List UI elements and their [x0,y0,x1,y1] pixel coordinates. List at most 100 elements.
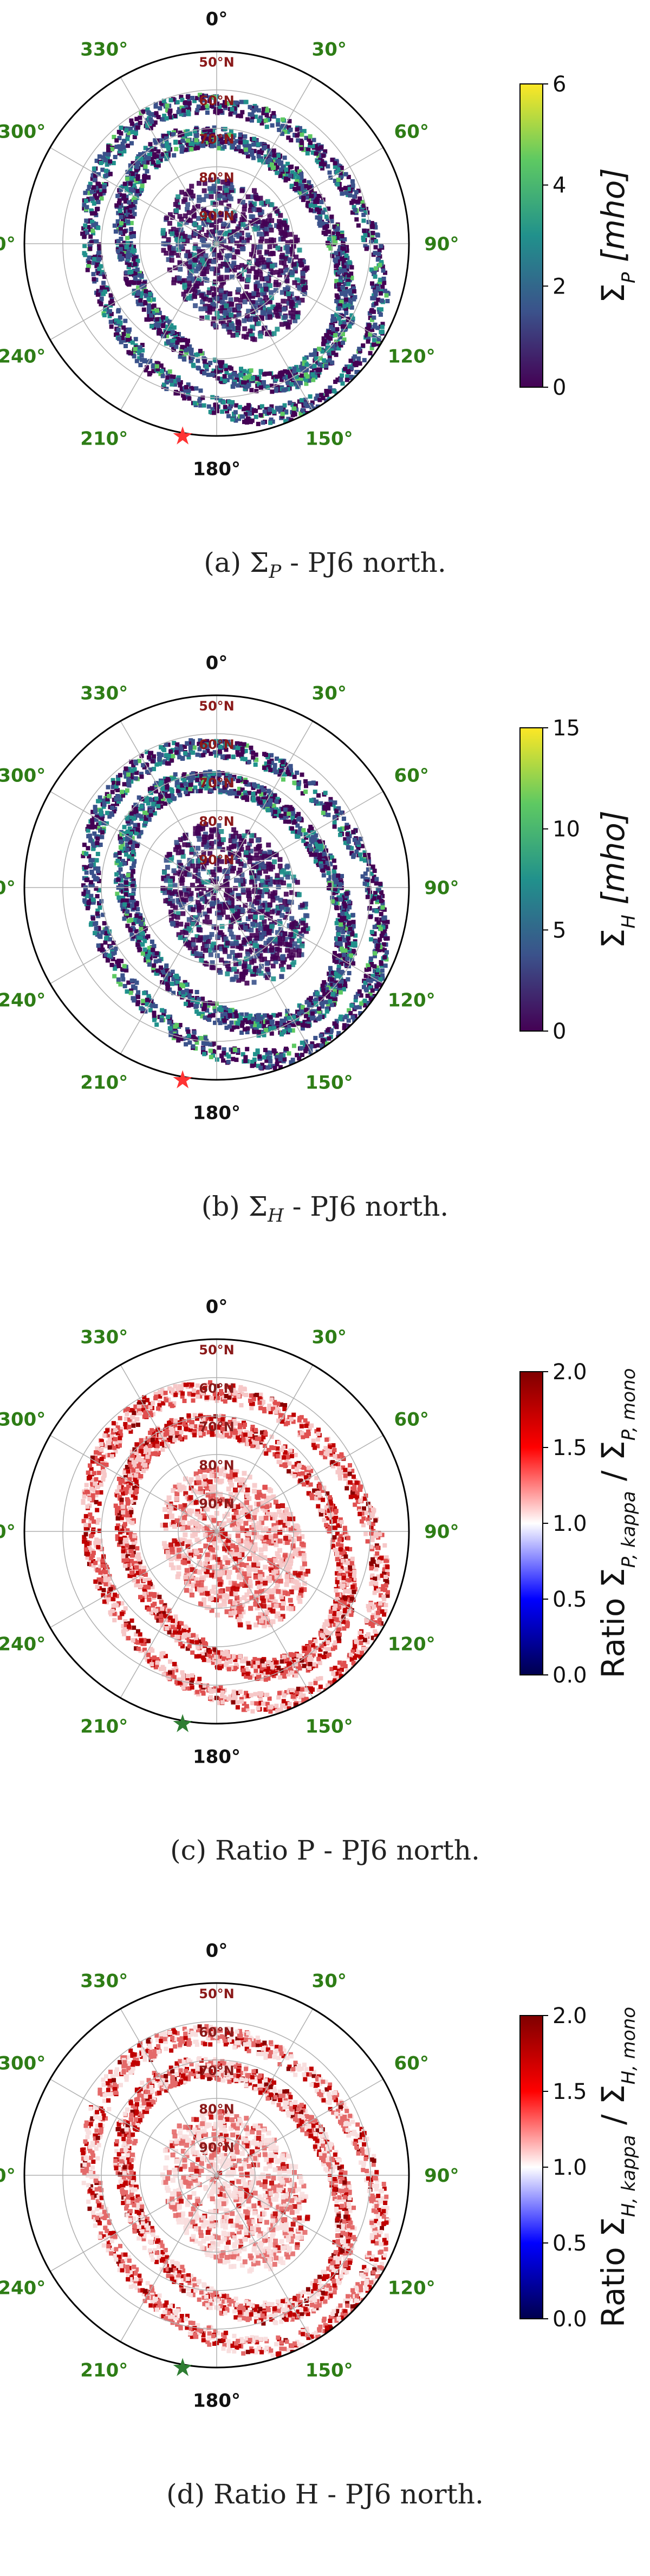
heatmap-cell [330,253,335,258]
heatmap-cell [227,329,232,335]
heatmap-cell [119,212,123,217]
heatmap-cell [232,110,237,115]
heatmap-cell [262,1024,266,1029]
heatmap-cell [301,195,306,200]
heatmap-cell [240,380,245,385]
heatmap-cell [261,110,266,115]
heatmap-cell [245,406,250,411]
heatmap-cell [178,863,183,868]
longitude-label: 120° [388,346,435,368]
heatmap-cell [295,127,300,132]
heatmap-cell [99,196,104,201]
heatmap-cell [318,161,323,166]
heatmap-cell [224,207,229,212]
longitude-label: 0° [206,9,228,30]
heatmap-cell [146,297,151,302]
heatmap-cell [138,298,143,303]
heatmap-cell [172,338,177,343]
heatmap-cell [193,131,198,136]
heatmap-cell [176,336,180,341]
heatmap-cell [212,125,217,130]
heatmap-cell [188,359,193,364]
heatmap-cell [136,834,141,839]
heatmap-cell [200,299,205,304]
heatmap-cell [313,370,317,375]
heatmap-cell [277,921,283,927]
heatmap-cell [265,385,270,390]
heatmap-cell [337,918,342,923]
heatmap-cell [115,219,120,224]
heatmap-cell [167,319,172,324]
heatmap-cell [231,260,237,266]
heatmap-cell [179,387,184,392]
heatmap-cell [352,383,357,388]
heatmap-cell [205,140,210,145]
heatmap-cell [153,104,158,109]
heatmap-cell [253,300,258,305]
heatmap-cell [144,935,148,940]
heatmap-cell [259,963,264,969]
heatmap-cell [179,881,185,886]
heatmap-cell [258,926,263,931]
heatmap-cell [175,340,180,345]
heatmap-cell [319,393,324,397]
heatmap-cell [200,395,205,400]
heatmap-cell [346,282,351,286]
heatmap-cell [280,132,284,136]
heatmap-cell [327,330,332,335]
heatmap-cell [373,222,378,227]
heatmap-cell [213,827,218,832]
heatmap-cell [335,263,340,268]
heatmap-cell [363,210,368,215]
heatmap-cell [376,339,381,344]
heatmap-cell [170,215,176,220]
heatmap-cell [313,837,317,842]
heatmap-cell [195,830,200,835]
heatmap-cell [302,361,307,366]
heatmap-cell [94,159,99,163]
heatmap-cell [164,330,169,335]
heatmap-cell [283,419,288,423]
heatmap-cell [118,208,122,213]
heatmap-cell [193,243,198,248]
heatmap-cell [252,918,258,923]
heatmap-cell [133,255,138,260]
heatmap-cell [172,883,178,888]
heatmap-cell [132,810,136,814]
heatmap-cell [352,289,356,294]
heatmap-cell [213,109,218,114]
heatmap-cell [221,279,226,285]
heatmap-cell [225,896,230,901]
heatmap-cell [382,281,387,285]
heatmap-cell [174,147,179,152]
heatmap-cell [216,146,221,151]
heatmap-cell [191,907,196,912]
heatmap-cell [235,859,240,864]
heatmap-cell [184,253,189,258]
longitude-label: 300° [0,121,46,142]
heatmap-cell [183,833,188,838]
heatmap-cell [272,936,278,942]
heatmap-cell [168,212,173,217]
heatmap-cell [248,914,253,919]
heatmap-cell [376,297,381,302]
heatmap-cell [193,868,198,873]
heatmap-cell [206,290,212,296]
heatmap-cell [148,117,153,122]
heatmap-cell [150,940,154,944]
heatmap-cell [249,870,254,876]
heatmap-cell [239,974,244,979]
heatmap-cell [215,268,220,273]
heatmap-cell [337,913,342,918]
heatmap-cell [317,221,322,226]
heatmap-cell [177,859,182,865]
heatmap-cell [144,819,148,824]
heatmap-cell [131,178,135,183]
heatmap-cell [223,405,227,409]
heatmap-cell [340,373,344,378]
heatmap-cell [290,252,295,257]
heatmap-cell [296,186,301,191]
heatmap-cell [177,214,183,219]
heatmap-cell [171,280,177,285]
heatmap-cell [307,1003,311,1008]
